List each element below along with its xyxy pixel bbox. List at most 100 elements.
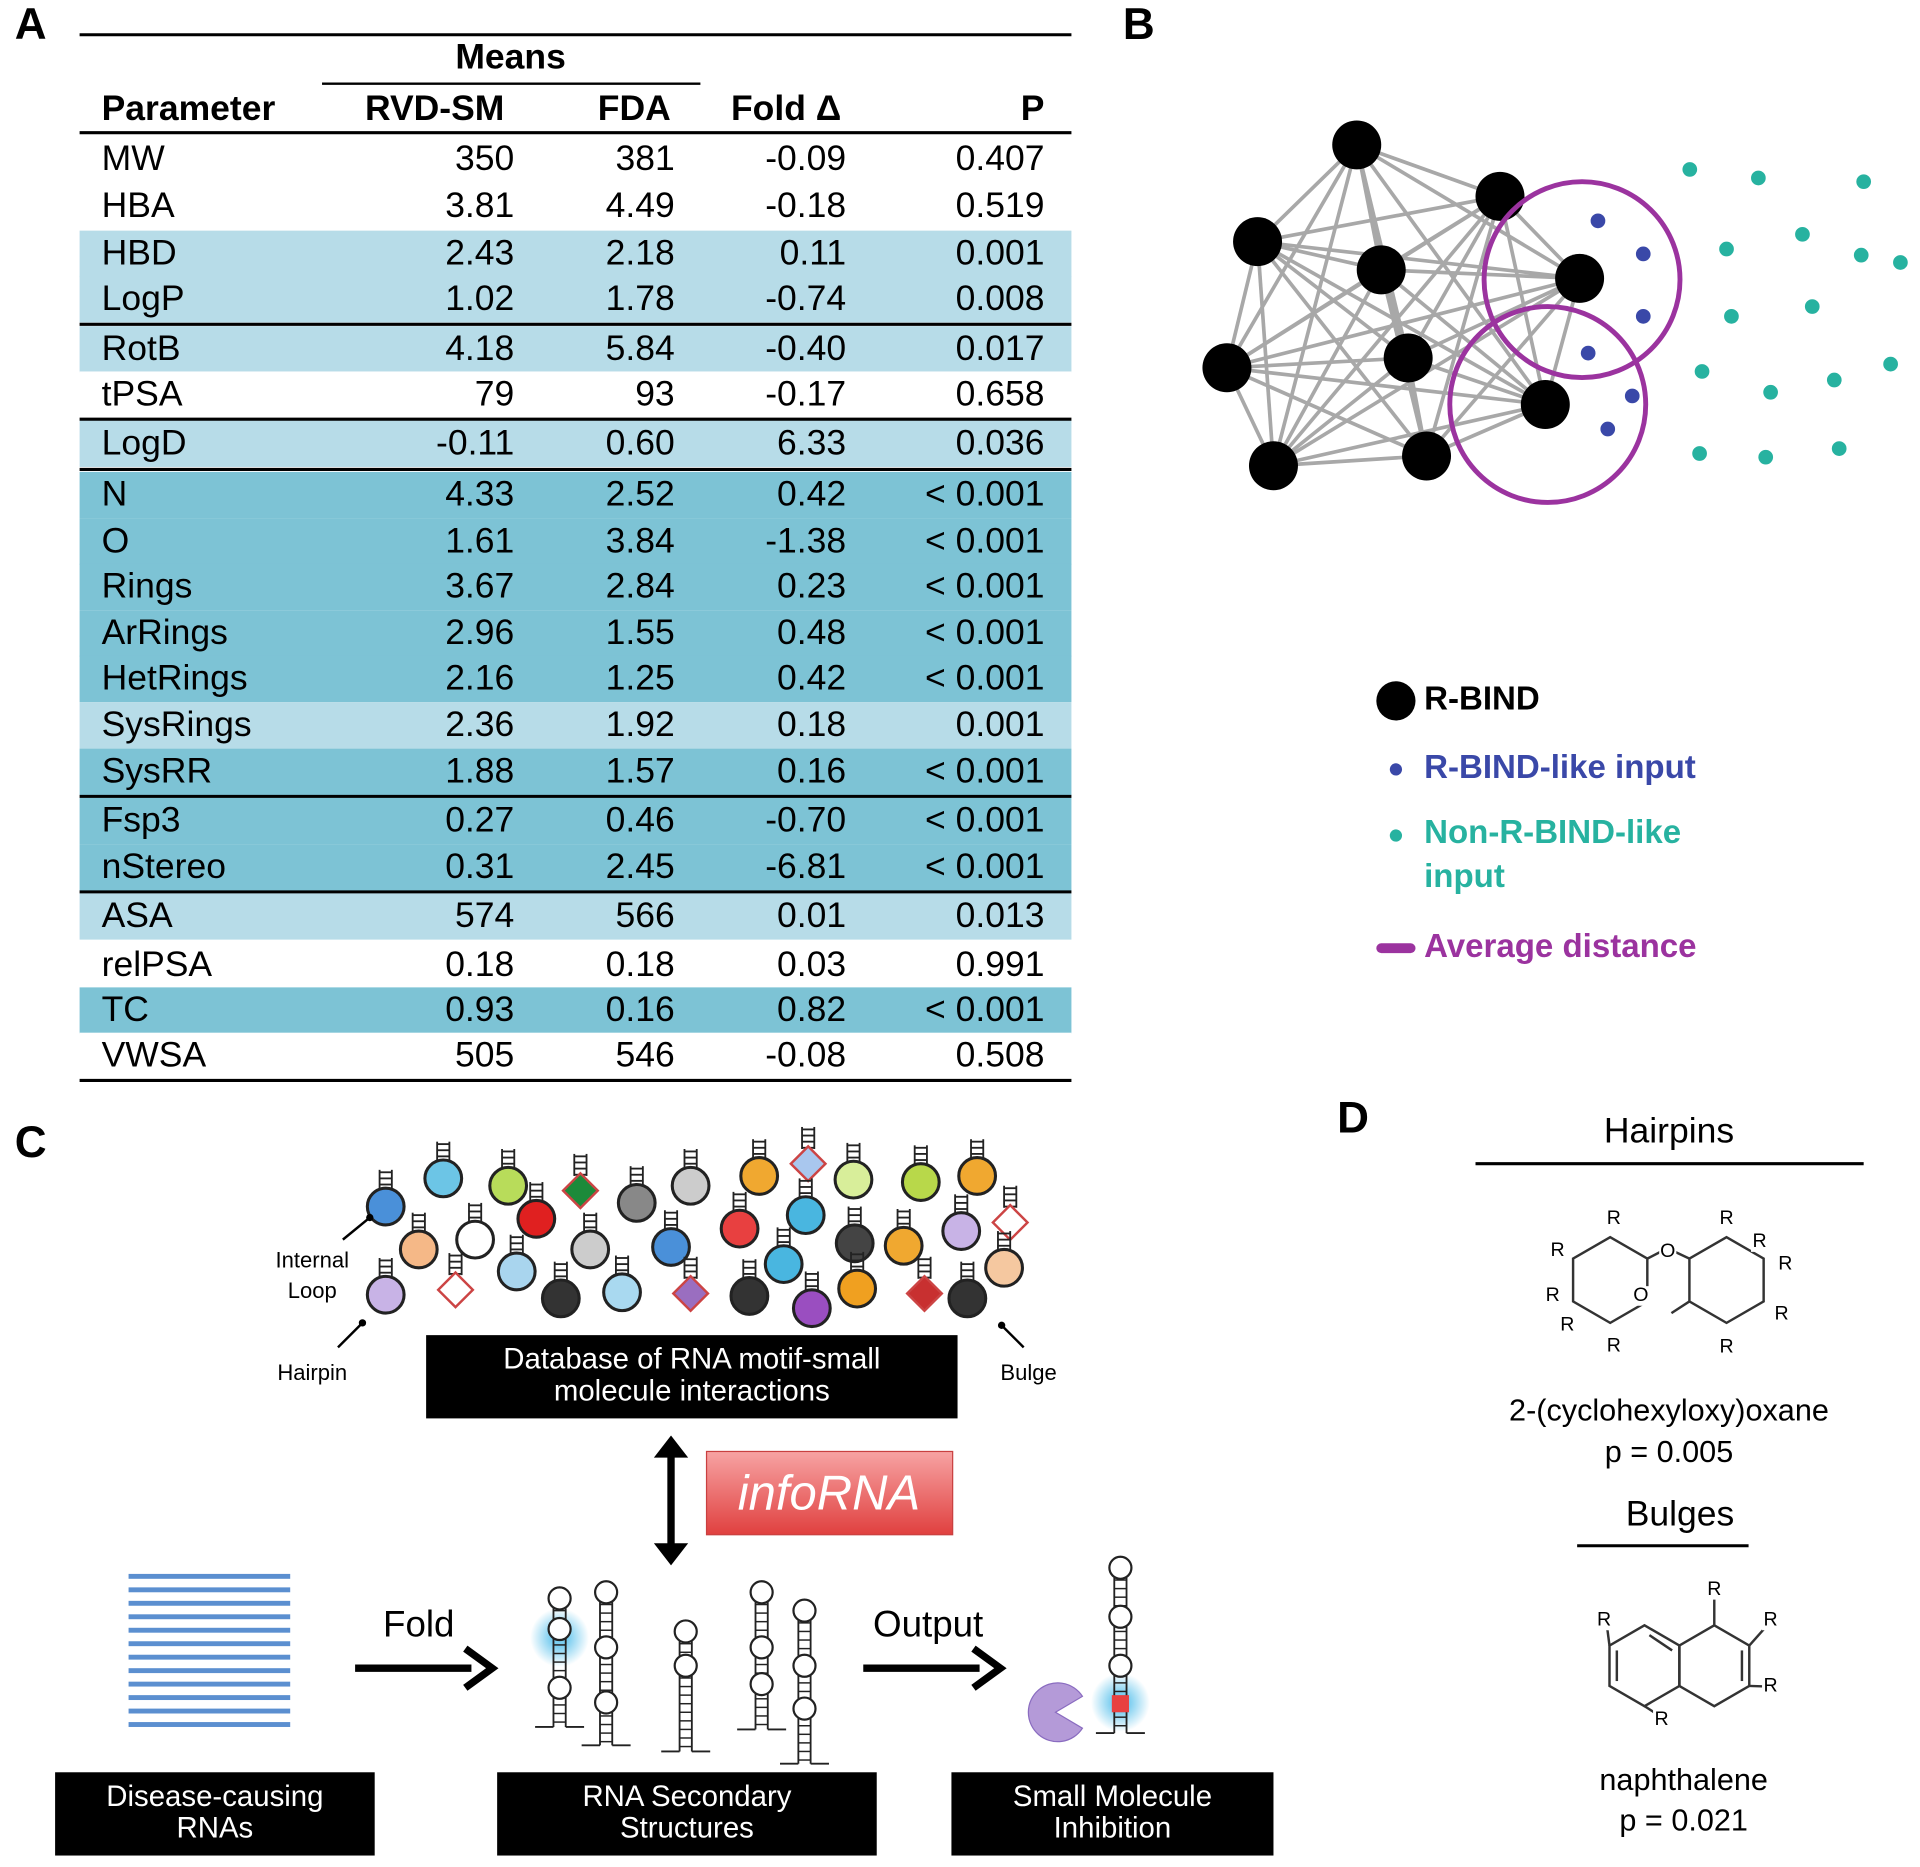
row-shade: [79, 326, 1072, 373]
cell: 5.84: [606, 328, 675, 368]
edge: [1273, 402, 1546, 468]
motif: [516, 1198, 557, 1239]
motif-label: Hairpin: [277, 1360, 347, 1385]
atom-bg: [1653, 1709, 1671, 1730]
motif: [602, 1272, 642, 1313]
cell: 0.008: [956, 278, 1045, 318]
cell: 0.991: [956, 944, 1045, 984]
atom-bg: [1659, 1242, 1677, 1262]
like-dot: [1600, 421, 1616, 437]
row-label: relPSA: [102, 944, 213, 984]
motif: [785, 1195, 826, 1236]
output-box: [55, 1772, 375, 1856]
node: [1356, 245, 1406, 295]
cell: 0.18: [777, 704, 846, 744]
row-shade: [79, 610, 1072, 657]
bond: [1670, 1300, 1691, 1315]
cell: 3.81: [445, 185, 514, 225]
cell: 2.96: [445, 612, 514, 652]
like-dot: [1635, 309, 1651, 324]
atom-bg: [1717, 1337, 1736, 1358]
loop: [792, 1696, 817, 1721]
section-title: Hairpins: [1604, 1110, 1734, 1150]
motif: [883, 1225, 924, 1266]
row-label: Rings: [102, 566, 193, 606]
row-shade: [79, 797, 1072, 845]
distance-ring: [1481, 179, 1683, 381]
arrow-head: [971, 1645, 1007, 1691]
loop: [792, 1598, 817, 1623]
row-label: HBA: [102, 185, 175, 225]
cell: < 0.001: [925, 474, 1044, 514]
motif: [719, 1208, 760, 1249]
nonlike-dot: [1694, 364, 1710, 379]
loop: [749, 1671, 774, 1697]
cell: -0.11: [436, 422, 514, 462]
edge: [1226, 356, 1409, 370]
motif: [834, 1223, 875, 1264]
cell: 2.52: [606, 474, 675, 514]
box-label: Small Molecule: [1013, 1780, 1212, 1813]
node: [1248, 441, 1298, 491]
row-label: tPSA: [102, 373, 183, 413]
edge: [1225, 144, 1359, 369]
atom: R: [1753, 1230, 1767, 1252]
row-label: HetRings: [102, 657, 248, 697]
row-shade: [79, 275, 1072, 323]
row-label: N: [102, 474, 128, 514]
atom: R: [1707, 1578, 1721, 1600]
atom: R: [1560, 1314, 1574, 1336]
molecule-name: 2-(cyclohexyloxy)oxane: [1509, 1393, 1829, 1427]
cell: 4.18: [445, 328, 514, 368]
cell: 0.01: [777, 895, 846, 935]
edge: [1255, 241, 1276, 466]
atom-bg: [1544, 1286, 1562, 1306]
nonlike-dot: [1795, 226, 1810, 242]
molecule-name: naphthalene: [1599, 1763, 1768, 1797]
box-label: Disease-causing: [106, 1780, 323, 1813]
row-label: RotB: [102, 328, 181, 368]
cell: < 0.001: [925, 566, 1044, 606]
edge: [1356, 143, 1501, 199]
cell: 0.658: [956, 373, 1045, 413]
bond: [1678, 1623, 1751, 1708]
like-dot: [1635, 246, 1651, 262]
cell: < 0.001: [925, 657, 1044, 697]
motif: [616, 1182, 657, 1223]
loop: [673, 1619, 698, 1644]
rna-strand: [128, 1654, 291, 1660]
row-shade: [79, 844, 1072, 891]
loop: [749, 1580, 774, 1605]
edge: [1273, 454, 1427, 468]
cell: 0.48: [777, 612, 846, 652]
output-box: [951, 1772, 1274, 1856]
cell: < 0.001: [925, 750, 1044, 790]
row-label: HBD: [102, 233, 177, 273]
row-label: LogP: [102, 278, 185, 318]
loop: [594, 1635, 619, 1660]
cell: 0.23: [777, 566, 846, 606]
pointer: [337, 1322, 364, 1349]
cell: 79: [475, 373, 515, 413]
motif: [423, 1158, 464, 1199]
cell: 2.18: [606, 233, 675, 273]
loop: [673, 1653, 698, 1678]
box-label: Database of RNA motif-small: [503, 1343, 880, 1376]
motif: [398, 1229, 439, 1270]
nonlike-dot: [1719, 241, 1734, 257]
node: [1475, 171, 1525, 221]
cell: 566: [615, 895, 674, 935]
column-header: RVD-SM: [365, 88, 504, 128]
loop: [547, 1586, 572, 1611]
cell: -0.40: [765, 328, 846, 368]
cell: 0.18: [445, 944, 514, 984]
cell: 0.013: [956, 895, 1045, 935]
loop: [1108, 1555, 1133, 1580]
bond: [1674, 1250, 1690, 1260]
cell: 0.42: [777, 657, 846, 697]
cell: 2.43: [445, 233, 514, 273]
pointer: [1000, 1324, 1025, 1349]
cell: 505: [455, 1035, 514, 1075]
motif: [670, 1165, 711, 1206]
arrow-head: [463, 1645, 499, 1691]
